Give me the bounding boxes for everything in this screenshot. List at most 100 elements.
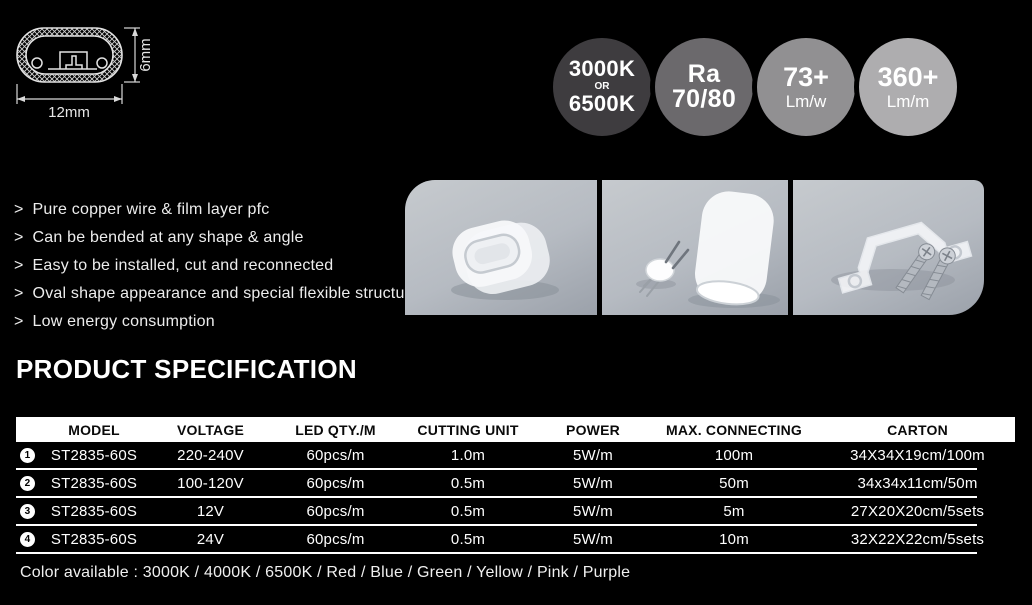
badge-lumen-output: 360+ Lm/m <box>854 33 962 141</box>
row-number-badge: 4 <box>20 531 35 547</box>
cell-carton: 27X20X20cm/5sets <box>850 502 985 520</box>
oval-inner-cavity <box>25 35 114 75</box>
feature-list: > Pure copper wire & film layer pfc > Can … <box>14 201 419 341</box>
feature-marker: > <box>14 257 24 274</box>
screw-icon <box>920 247 956 301</box>
feature-text: Oval shape appearance and special flexib… <box>32 285 420 302</box>
cell-cutting-unit: 1.0m <box>450 446 486 464</box>
cell-led-qty: 60pcs/m <box>306 446 365 464</box>
feature-item: > Oval shape appearance and special flexi… <box>14 285 419 303</box>
cell-model: ST2835-60S <box>50 446 138 464</box>
badge-cct-line1: 3000K <box>568 56 636 82</box>
cell-cutting-unit: 0.5m <box>450 530 486 548</box>
cell-led-qty: 60pcs/m <box>306 474 365 492</box>
cell-led-qty: 60pcs/m <box>306 502 365 520</box>
cell-model: ST2835-60S <box>50 530 138 548</box>
row-divider <box>16 496 977 498</box>
badge-efficacy-unit: Lm/w <box>785 92 827 112</box>
badge-cct-line3: 6500K <box>568 91 636 117</box>
cell-power: 5W/m <box>573 474 613 492</box>
cell-model: ST2835-60S <box>50 502 138 520</box>
cell-cutting-unit: 0.5m <box>450 474 486 492</box>
badge-efficacy-value: 73+ <box>783 61 829 92</box>
badge-efficacy: 73+ Lm/w <box>752 33 860 141</box>
cell-led-qty: 60pcs/m <box>306 530 365 548</box>
width-dimension <box>16 84 123 104</box>
cell-voltage: 220-240V <box>177 446 244 464</box>
table-row: 4 ST2835-60S 24V 60pcs/m 0.5m 5W/m 10m 3… <box>16 526 1015 552</box>
badge-lumen-unit: Lm/m <box>886 92 930 112</box>
mounting-clip-photo <box>793 180 984 315</box>
end-cap-photo <box>405 180 597 315</box>
badge-cri-line2: 70/80 <box>671 85 737 113</box>
feature-marker: > <box>14 285 24 302</box>
mounting-clip-illustration <box>831 221 973 301</box>
led-board-profile <box>48 51 97 70</box>
width-dimension-label: 12mm <box>48 104 90 121</box>
feature-text: Can be bended at any shape & angle <box>32 229 304 246</box>
wire-hole-right <box>96 57 108 69</box>
cross-section-diagram: 12mm 6mm <box>16 27 154 121</box>
color-availability-note: Color available : 3000K / 4000K / 6500K … <box>20 564 631 581</box>
cell-power: 5W/m <box>573 502 613 520</box>
header-cell-model: MODEL <box>68 421 120 438</box>
row-number-badge: 2 <box>20 475 35 491</box>
row-number-badge: 1 <box>20 447 35 463</box>
cell-cutting-unit: 0.5m <box>450 502 486 520</box>
pin-connector-illustration <box>636 191 780 308</box>
feature-item: > Can be bended at any shape & angle <box>14 229 419 247</box>
feature-text: Low energy consumption <box>32 313 215 330</box>
feature-text: Easy to be installed, cut and reconnecte… <box>32 257 334 274</box>
row-number-badge: 3 <box>20 503 35 519</box>
height-dimension-label: 6mm <box>137 38 154 71</box>
screw-icon <box>895 243 936 294</box>
cell-voltage: 100-120V <box>177 474 244 492</box>
row-divider <box>16 552 977 554</box>
cell-power: 5W/m <box>573 530 613 548</box>
cell-carton: 34x34x11cm/50m <box>857 474 978 492</box>
header-cell-power: POWER <box>566 421 620 438</box>
section-title: PRODUCT SPECIFICATION <box>16 354 357 384</box>
feature-item: > Pure copper wire & film layer pfc <box>14 201 419 219</box>
cell-max-connecting: 5m <box>723 502 745 520</box>
badge-lumen-value: 360+ <box>877 61 939 92</box>
cell-voltage: 12V <box>196 502 225 520</box>
cell-max-connecting: 100m <box>714 446 754 464</box>
spec-table: MODEL VOLTAGE LED QTY./M CUTTING UNIT PO… <box>16 417 1015 554</box>
feature-text: Pure copper wire & film layer pfc <box>32 201 270 218</box>
height-dimension <box>124 27 140 83</box>
badge-cri-line1: Ra <box>687 59 721 88</box>
cell-power: 5W/m <box>573 446 613 464</box>
header-cell-cutting-unit: CUTTING UNIT <box>417 421 519 438</box>
row-divider <box>16 468 977 470</box>
table-row: 1 ST2835-60S 220-240V 60pcs/m 1.0m 5W/m … <box>16 442 1015 468</box>
header-cell-carton: CARTON <box>887 421 948 438</box>
feature-marker: > <box>14 201 24 218</box>
cell-max-connecting: 50m <box>719 474 749 492</box>
end-cap-illustration <box>451 220 559 300</box>
cell-carton: 34X34X19cm/100m <box>850 446 985 464</box>
badge-color-temperature: 3000K OR 6500K <box>548 33 656 141</box>
feature-marker: > <box>14 313 24 330</box>
cell-model: ST2835-60S <box>50 474 138 492</box>
accessory-photos <box>405 180 984 315</box>
badge-cri: Ra 70/80 <box>650 33 758 141</box>
feature-item: > Low energy consumption <box>14 313 419 331</box>
header-cell-max-connecting: MAX. CONNECTING <box>666 421 802 438</box>
row-divider <box>16 524 977 526</box>
table-header-row: MODEL VOLTAGE LED QTY./M CUTTING UNIT PO… <box>16 417 1015 442</box>
table-row: 2 ST2835-60S 100-120V 60pcs/m 0.5m 5W/m … <box>16 470 1015 496</box>
cell-max-connecting: 10m <box>719 530 749 548</box>
wire-hole-left <box>31 57 43 69</box>
header-cell-led-qty: LED QTY./M <box>295 421 376 438</box>
table-row: 3 ST2835-60S 12V 60pcs/m 0.5m 5W/m 5m 27… <box>16 498 1015 524</box>
cell-voltage: 24V <box>196 530 225 548</box>
feature-marker: > <box>14 229 24 246</box>
header-cell-voltage: VOLTAGE <box>177 421 244 438</box>
spec-badges: 3000K OR 6500K Ra 70/80 73+ Lm/w 360+ Lm… <box>548 33 962 141</box>
feature-item: > Easy to be installed, cut and reconnect… <box>14 257 419 275</box>
pin-connector-photo <box>602 180 788 315</box>
badge-cct-line2: OR <box>594 80 610 92</box>
cell-carton: 32X22X22cm/5sets <box>850 530 985 548</box>
